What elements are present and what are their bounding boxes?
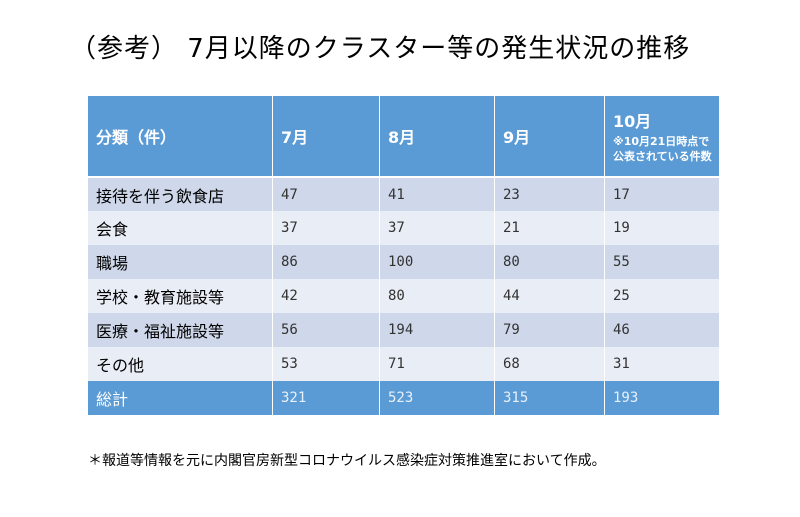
cell-value: 44: [494, 279, 605, 313]
cell-value: 41: [379, 177, 495, 211]
table-header-row: 分類（件） 7月 8月 9月 10月 ※10月21日時点で公表されている件数: [87, 96, 720, 178]
row-category: 会食: [87, 211, 273, 245]
cell-value: 37: [379, 211, 495, 245]
row-category: 学校・教育施設等: [87, 279, 273, 313]
column-header-august: 8月: [379, 96, 495, 178]
total-value: 321: [272, 381, 380, 415]
cell-value: 100: [379, 245, 495, 279]
table-row: 職場 86 100 80 55: [87, 245, 720, 279]
cell-value: 55: [604, 245, 720, 279]
table-row: 会食 37 37 21 19: [87, 211, 720, 245]
cell-value: 42: [272, 279, 380, 313]
cell-value: 25: [604, 279, 720, 313]
cell-value: 80: [494, 245, 605, 279]
cell-value: 71: [379, 347, 495, 381]
table-row: 医療・福祉施設等 56 194 79 46: [87, 313, 720, 347]
cluster-table: 分類（件） 7月 8月 9月 10月 ※10月21日時点で公表されている件数 接…: [87, 96, 720, 415]
footnote: ＊報道等情報を元に内閣官房新型コロナウイルス感染症対策推進室において作成。: [88, 453, 606, 469]
cell-value: 31: [604, 347, 720, 381]
row-category: 職場: [87, 245, 273, 279]
october-note: ※10月21日時点で公表されている件数: [613, 135, 712, 163]
table-row: その他 53 71 68 31: [87, 347, 720, 381]
cell-value: 23: [494, 177, 605, 211]
cell-value: 37: [272, 211, 380, 245]
cell-value: 80: [379, 279, 495, 313]
cell-value: 56: [272, 313, 380, 347]
row-category: 接待を伴う飲食店: [87, 177, 273, 211]
cell-value: 79: [494, 313, 605, 347]
column-header-october: 10月 ※10月21日時点で公表されている件数: [604, 96, 720, 178]
table-row: 接待を伴う飲食店 47 41 23 17: [87, 177, 720, 211]
total-value: 315: [494, 381, 605, 415]
column-header-october-label: 10月: [613, 112, 652, 131]
cell-value: 194: [379, 313, 495, 347]
cell-value: 17: [604, 177, 720, 211]
total-value: 523: [379, 381, 495, 415]
cell-value: 19: [604, 211, 720, 245]
page-title: （参考） 7月以降のクラスター等の発生状況の推移: [70, 34, 691, 64]
column-header-category: 分類（件）: [87, 96, 273, 178]
column-header-july: 7月: [272, 96, 380, 178]
cell-value: 68: [494, 347, 605, 381]
row-category: 医療・福祉施設等: [87, 313, 273, 347]
total-label: 総計: [87, 381, 273, 415]
cell-value: 53: [272, 347, 380, 381]
total-row: 総計 321 523 315 193: [87, 381, 720, 415]
cell-value: 47: [272, 177, 380, 211]
row-category: その他: [87, 347, 273, 381]
total-value: 193: [604, 381, 720, 415]
cell-value: 46: [604, 313, 720, 347]
table-body: 接待を伴う飲食店 47 41 23 17 会食 37 37 21 19 職場 86 100 80 55 学校・…: [87, 177, 720, 415]
cell-value: 86: [272, 245, 380, 279]
table-row: 学校・教育施設等 42 80 44 25: [87, 279, 720, 313]
cell-value: 21: [494, 211, 605, 245]
column-header-september: 9月: [494, 96, 605, 178]
